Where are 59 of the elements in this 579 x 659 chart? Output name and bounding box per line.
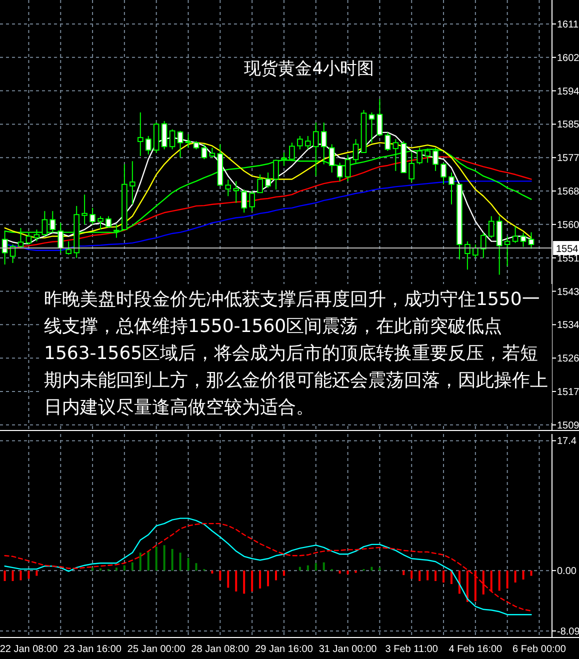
candlestick — [138, 112, 144, 157]
candlestick — [249, 190, 255, 212]
candlestick — [472, 244, 478, 258]
candlestick — [98, 216, 104, 230]
candlestick — [297, 135, 303, 150]
candlestick — [305, 135, 311, 150]
candlestick — [90, 207, 96, 225]
y-tick-label: 1594 — [557, 86, 579, 98]
y-tick-label: 1560 — [557, 220, 579, 231]
x-tick-label: 3 Feb 11:00 — [385, 644, 438, 655]
candlestick — [145, 135, 152, 155]
candlestick — [440, 162, 446, 185]
candlestick — [209, 147, 216, 158]
candlestick — [336, 162, 343, 182]
ref-line-label: 1554 — [556, 244, 579, 256]
text: 现货黄金4小时图 — [244, 59, 374, 79]
candlestick — [241, 188, 247, 214]
y-tick-label: 1585 — [557, 120, 579, 131]
candlestick — [488, 216, 494, 238]
candlestick — [257, 174, 263, 194]
candlestick — [464, 240, 470, 270]
annotation: 昨晚美盘时段金价先冲低获支撑后再度回升，成功守住1550一线支撑，总体维持1550-1560区间震荡，在此前突破低点1563-1565区域后，将会成为后市的顶底转换重要反压，若短期内未能回到上方，那么金价很可能还会震荡回落，因此操作上日内建议尽量逢高做空较为适合。 — [40, 284, 552, 423]
candlestick — [82, 194, 88, 225]
y-tick-label: 1568 — [557, 186, 579, 198]
candlestick — [66, 240, 72, 256]
y-tick-label: 1543 — [557, 286, 579, 298]
x-tick-label: 23 Jan 16:00 — [64, 644, 122, 655]
y-tick-label: 1602 — [557, 52, 579, 64]
candlestick — [233, 180, 240, 204]
candlestick — [225, 179, 232, 197]
candlestick — [169, 128, 176, 150]
y-tick-label: 1577 — [557, 153, 579, 164]
x-tick-label: 28 Jan 08:00 — [191, 644, 250, 655]
candlestick — [480, 232, 486, 258]
y-tick-label: 1509 — [557, 420, 579, 432]
y-tick-label: 0.00 — [557, 566, 577, 578]
y-tick-label: -8.09 — [557, 626, 579, 638]
candlestick — [273, 159, 279, 190]
candlestick — [344, 154, 351, 182]
x-tick-label: 31 Jan 00:00 — [318, 644, 378, 655]
y-tick-label: 1517 — [557, 386, 579, 398]
candlestick — [201, 144, 208, 160]
y-tick-label: 17.4 — [557, 436, 577, 448]
x-tick-label: 4 Feb 16:00 — [448, 644, 503, 655]
y-tick-label: 1611 — [557, 19, 579, 30]
candlestick — [281, 152, 287, 166]
x-tick-label: 6 Feb 00:00 — [512, 644, 566, 655]
candlestick — [106, 216, 112, 228]
y-tick-label: 1534 — [557, 320, 579, 332]
y-tick-label: 1526 — [557, 354, 579, 365]
x-tick-label: 29 Jan 16:00 — [255, 644, 314, 655]
x-tick-label: 25 Jan 00:00 — [127, 644, 186, 655]
candlestick — [504, 236, 510, 267]
candlestick — [265, 172, 271, 188]
candlestick — [130, 160, 136, 205]
candlestick — [448, 172, 454, 205]
x-tick-label: 22 Jan 08:00 — [0, 644, 58, 655]
candlestick — [408, 152, 414, 182]
candlestick — [512, 226, 518, 244]
